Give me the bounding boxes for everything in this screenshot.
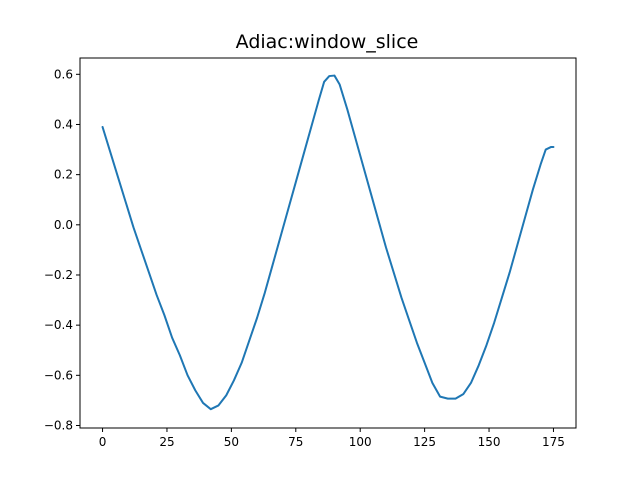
y-tick-label: 0.4 xyxy=(54,117,73,131)
x-axis: 0 25 50 75 100 125 150 175 xyxy=(99,428,565,449)
x-tick-label: 75 xyxy=(288,435,303,449)
plot-area-frame xyxy=(79,57,577,429)
series-group xyxy=(101,74,555,411)
x-tick-label: 100 xyxy=(349,435,372,449)
x-tick-label: 0 xyxy=(99,435,107,449)
y-tick-label: −0.6 xyxy=(44,368,73,382)
series-line xyxy=(101,74,555,411)
y-tick-label: 0.0 xyxy=(54,218,73,232)
y-tick-label: 0.6 xyxy=(54,67,73,81)
x-tick-label: 25 xyxy=(159,435,174,449)
y-tick-label: −0.4 xyxy=(44,318,73,332)
y-axis: −0.8 −0.6 −0.4 −0.2 0.0 0.2 0.4 0.6 xyxy=(44,67,80,432)
y-tick-label: −0.2 xyxy=(44,268,73,282)
x-tick-label: 125 xyxy=(413,435,436,449)
y-tick-label: 0.2 xyxy=(54,168,73,182)
x-tick-label: 50 xyxy=(224,435,239,449)
chart-title: Adiac:window_slice xyxy=(236,31,419,53)
x-tick-label: 175 xyxy=(542,435,565,449)
y-tick-label: −0.8 xyxy=(44,418,73,432)
x-tick-label: 150 xyxy=(478,435,501,449)
